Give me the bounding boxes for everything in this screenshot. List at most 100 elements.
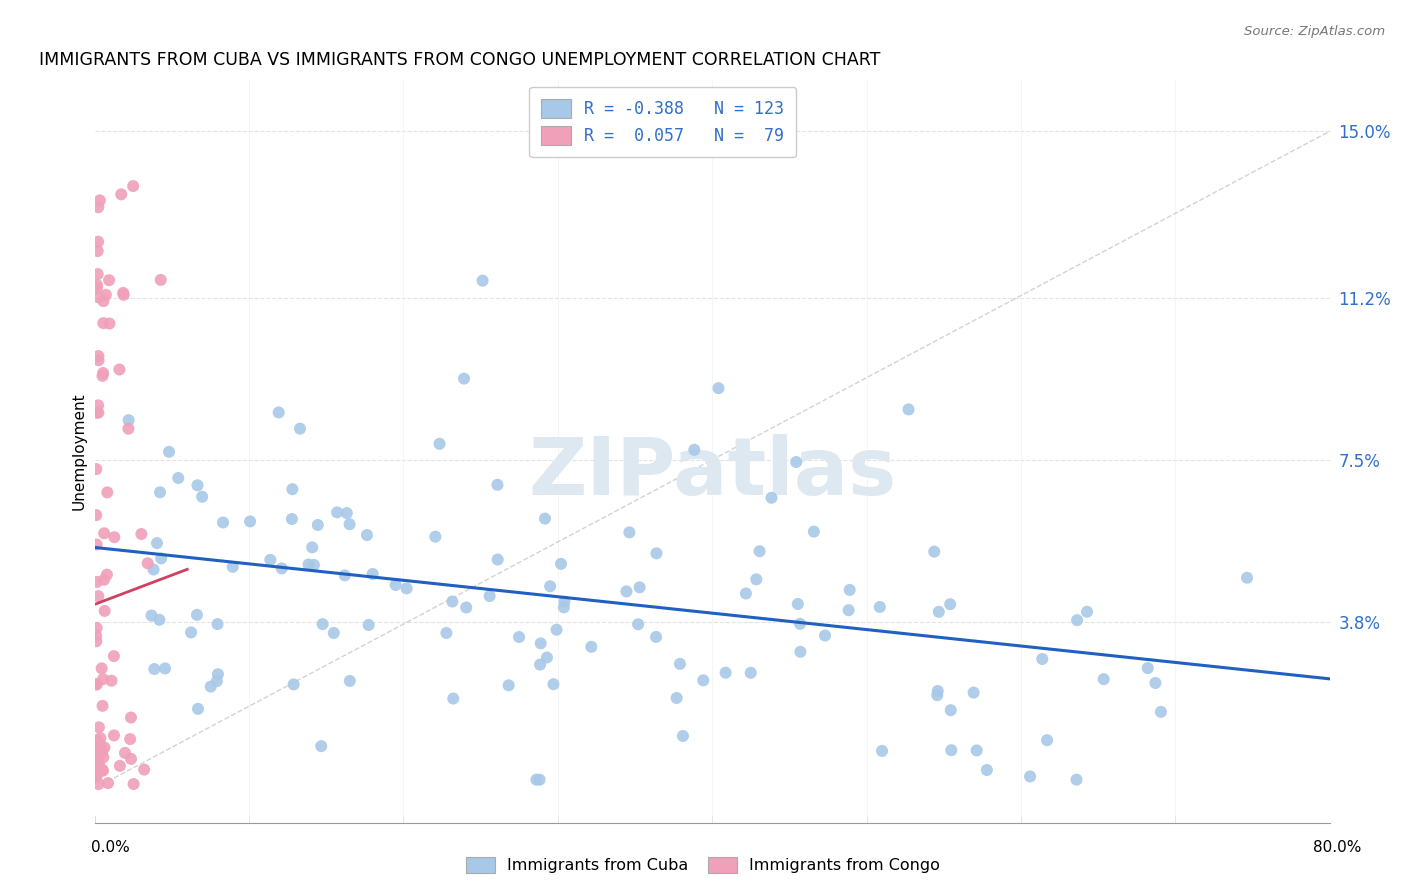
Point [361,566,384,581]
Point [89,741,111,756]
Point [94,288,117,302]
Point [86,462,108,476]
Point [87,398,110,412]
Point [692,673,714,688]
Point [93,740,115,755]
Point [529,657,551,672]
Point [441,691,464,706]
Point [311,617,333,632]
Point [153,661,176,675]
Point [207,617,229,632]
Point [1136,661,1159,675]
Point [288,422,311,436]
Point [270,561,292,575]
Text: 80.0%: 80.0% [1313,840,1361,855]
Point [91,745,114,759]
Point [1092,672,1115,686]
Point [86,754,108,768]
Point [110,187,132,202]
Point [814,628,837,642]
Point [336,506,359,520]
Point [122,179,145,194]
Point [534,511,557,525]
Point [86,747,108,761]
Point [86,574,108,589]
Point [86,277,108,292]
Point [120,710,142,724]
Point [616,584,638,599]
Point [91,764,114,778]
Point [117,413,139,427]
Point [543,677,565,691]
Point [538,579,561,593]
Point [267,405,290,419]
Legend: Immigrants from Cuba, Immigrants from Congo: Immigrants from Cuba, Immigrants from Co… [460,850,946,880]
Point [86,677,108,691]
Point [619,525,641,540]
Point [207,667,229,681]
Point [745,572,768,586]
Point [665,691,688,706]
Point [100,673,122,688]
Point [98,273,121,287]
Point [148,613,170,627]
Point [645,546,668,560]
Point [108,362,131,376]
Point [146,536,169,550]
Point [239,515,262,529]
Point [120,732,142,747]
Point [803,524,825,539]
Point [326,505,349,519]
Point [672,729,695,743]
Point [530,636,553,650]
Point [478,589,501,603]
Point [627,617,650,632]
Point [714,665,737,680]
Point [1150,705,1173,719]
Point [939,597,962,611]
Point [89,731,111,745]
Point [283,677,305,691]
Point [143,662,166,676]
Point [87,267,110,281]
Point [976,763,998,777]
Point [962,685,984,699]
Point [87,200,110,214]
Point [142,562,165,576]
Point [870,744,893,758]
Point [761,491,783,505]
Point [453,371,475,385]
Point [1066,613,1088,627]
Point [186,607,208,622]
Point [546,623,568,637]
Point [785,455,807,469]
Point [91,368,114,383]
Point [927,688,949,702]
Point [205,674,228,689]
Point [395,582,418,596]
Point [87,349,110,363]
Point [645,630,668,644]
Point [536,650,558,665]
Point [966,743,988,757]
Point [103,728,125,742]
Point [87,235,110,249]
Point [86,406,108,420]
Point [553,600,575,615]
Point [928,605,950,619]
Point [498,678,520,692]
Point [550,557,572,571]
Point [927,684,949,698]
Point [93,316,115,330]
Point [187,702,209,716]
Point [302,558,325,572]
Text: 0.0%: 0.0% [91,840,131,855]
Point [628,580,651,594]
Point [441,594,464,608]
Text: ZIPatlas: ZIPatlas [529,434,897,512]
Point [581,640,603,654]
Point [707,381,730,395]
Point [941,743,963,757]
Point [212,516,235,530]
Point [141,608,163,623]
